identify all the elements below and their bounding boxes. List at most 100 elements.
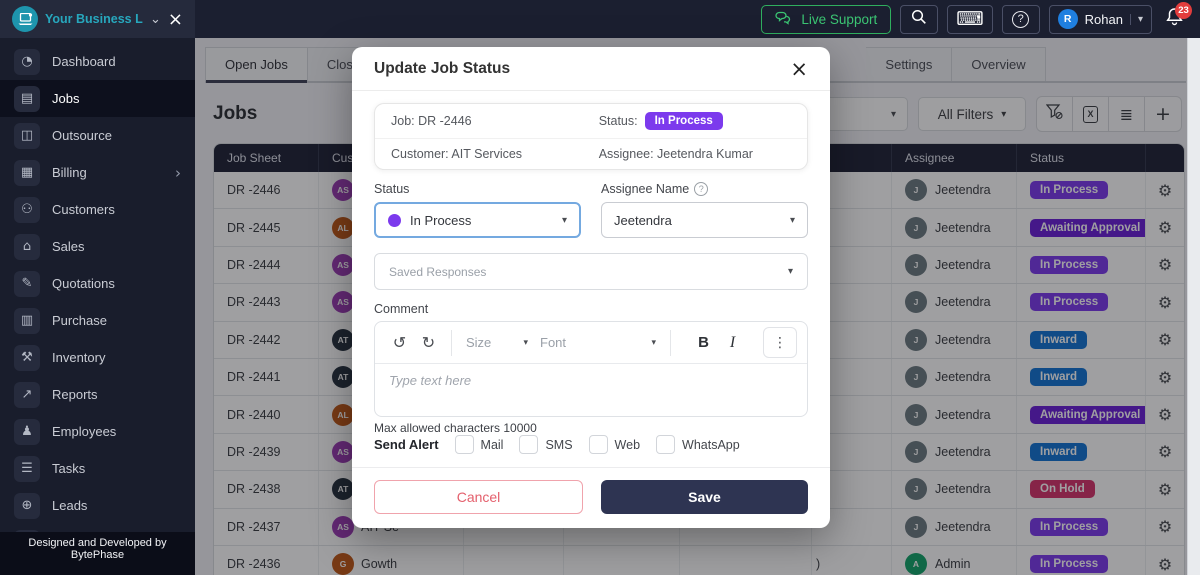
sidebar-item-dashboard[interactable]: ◔ Dashboard [0,43,195,80]
chevron-down-icon: ▾ [651,337,656,348]
tasks-icon: ☰ [14,455,40,482]
sidebar-item-jobs[interactable]: ▤ Jobs [0,80,195,117]
filter-off-icon [1045,104,1063,124]
chevron-right-icon: › [175,163,181,182]
search-button[interactable] [900,4,939,34]
row-settings-gear-icon[interactable]: ⚙ [1157,554,1173,574]
saved-responses-select[interactable]: Saved Responses ▾ [374,253,808,290]
font-family-select[interactable]: Font ▾ [540,335,656,350]
dashboard-icon: ◔ [14,48,40,75]
table-row[interactable]: DR -2436 G Gowth ) A Admin In Process ⚙ [214,545,1184,575]
assignee-avatar: J [905,328,927,351]
user-menu[interactable]: R Rohan ▾ [1048,4,1152,34]
sidebar-item-tasks[interactable]: ☰ Tasks [0,450,195,487]
cancel-button[interactable]: Cancel [374,480,583,514]
row-settings-gear-icon[interactable]: ⚙ [1157,218,1173,238]
save-button[interactable]: Save [601,480,808,514]
sidebar-item-inventory[interactable]: ⚒ Inventory [0,339,195,376]
live-support-button[interactable]: Live Support [761,4,892,34]
row-settings-gear-icon[interactable]: ⚙ [1157,292,1173,312]
outsource-icon: ◫ [14,122,40,149]
assignee-select[interactable]: Jeetendra ▾ [601,202,808,238]
assignee-avatar: A [905,553,927,575]
status-badge: Inward [1030,442,1088,461]
sidebar-item-reports[interactable]: ↗ Reports [0,376,195,413]
sidebar-item-quotations[interactable]: ✎ Quotations [0,265,195,302]
row-settings-gear-icon[interactable]: ⚙ [1157,367,1173,387]
add-job-button[interactable]: + [1145,97,1181,131]
row-settings-gear-icon[interactable]: ⚙ [1157,405,1173,425]
live-support-label: Live Support [801,11,878,27]
sidebar-item-purchase[interactable]: ▥ Purchase [0,302,195,339]
all-filters-select[interactable]: All Filters ▾ [918,97,1026,131]
col-header-job-sheet: Job Sheet [214,144,319,172]
sidebar-item-billing[interactable]: ▦ Billing › [0,154,195,191]
row-settings-gear-icon[interactable]: ⚙ [1157,330,1173,350]
assignee-avatar: J [905,216,927,239]
help-tooltip-icon[interactable]: ? [694,182,709,196]
customer-avatar: AS [332,253,354,276]
status-field-label: Status [374,182,410,196]
assignee-avatar: J [905,478,927,501]
whatsapp-checkbox[interactable] [656,435,676,454]
status-badge: Awaiting Approval [1030,218,1145,237]
page-scrollbar[interactable] [1187,38,1200,575]
export-excel-button[interactable]: X [1073,97,1109,131]
sidebar-item-customers[interactable]: ⚇ Customers [0,191,195,228]
sales-icon: ⌂ [14,233,40,260]
sms-checkbox[interactable] [519,435,539,454]
business-logo-icon[interactable] [12,6,38,32]
column-settings-button[interactable]: ≣ [1109,97,1145,131]
status-badge: Inward [1030,368,1088,387]
assignee-avatar: J [905,515,927,538]
redo-icon[interactable]: ↻ [421,333,436,352]
undo-icon[interactable]: ↺ [392,333,407,352]
row-settings-gear-icon[interactable]: ⚙ [1157,180,1173,200]
bold-button[interactable]: B [698,334,709,351]
status-badge: In Process [1030,555,1109,574]
tab-overview[interactable]: Overview [952,47,1046,81]
font-size-select[interactable]: Size ▾ [466,335,528,350]
close-sidebar-icon[interactable]: × [167,8,183,30]
keyboard-shortcuts-button[interactable]: ⌨ [947,4,993,34]
tab-open-jobs[interactable]: Open Jobs [205,47,308,83]
comment-input[interactable]: Type text here [389,373,472,388]
row-settings-gear-icon[interactable]: ⚙ [1157,479,1173,499]
plus-icon: + [1155,103,1171,125]
sidebar-item-leads[interactable]: ⊕ Leads [0,487,195,524]
tab-settings[interactable]: Settings [866,47,953,81]
sidebar-item-sales[interactable]: ⌂ Sales [0,228,195,265]
notification-count-badge: 23 [1175,1,1192,19]
customers-icon: ⚇ [14,196,40,223]
assignee-field-label: Assignee Name [601,182,690,196]
italic-button[interactable]: I [729,333,736,351]
editor-toolbar: ↺ ↻ Size ▾ Font ▾ B I ⋮ [375,322,807,364]
row-settings-gear-icon[interactable]: ⚙ [1157,442,1173,462]
assignee-avatar: J [905,291,927,314]
status-badge: On Hold [1030,480,1095,499]
employees-icon: ♟ [14,418,40,445]
chevron-down-icon[interactable]: ⌄ [150,11,161,27]
row-settings-gear-icon[interactable]: ⚙ [1157,517,1173,537]
chevron-down-icon: ▾ [890,108,896,120]
leads-icon: ⊕ [14,492,40,519]
user-avatar: R [1057,9,1078,29]
mail-checkbox[interactable] [454,435,474,454]
status-select[interactable]: In Process ▾ [374,202,581,238]
sidebar-footer: Designed and Developed by BytePhase [0,532,195,575]
clear-filter-button[interactable] [1037,97,1073,131]
more-options-icon[interactable]: ⋮ [763,327,797,358]
web-checkbox[interactable] [588,435,608,454]
row-settings-gear-icon[interactable]: ⚙ [1157,255,1173,275]
close-modal-icon[interactable]: × [790,56,808,81]
chat-icon [775,11,793,28]
help-button[interactable]: ? [1001,4,1040,34]
reports-icon: ↗ [14,381,40,408]
customer-avatar: AS [332,179,354,202]
sidebar-item-outsource[interactable]: ◫ Outsource [0,117,195,154]
toolbar-controls: ▾ All Filters ▾ X ≣ + [788,96,1182,132]
sidebar-item-employees[interactable]: ♟ Employees [0,413,195,450]
current-status-badge: In Process [644,112,723,130]
notifications-button[interactable]: 23 [1165,1,1192,32]
